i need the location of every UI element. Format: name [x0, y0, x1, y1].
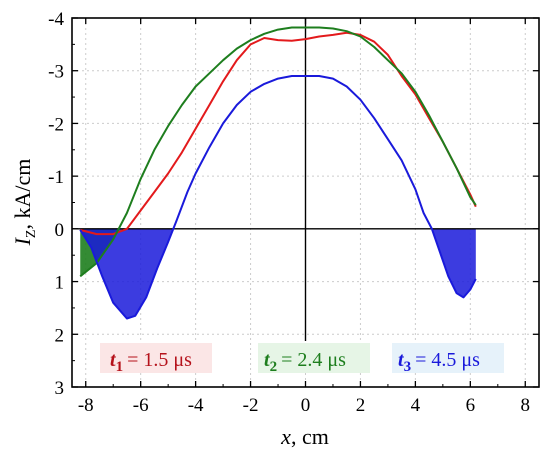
y-tick-label-3: -1 — [48, 167, 64, 188]
x-axis-label: x, cm — [280, 424, 329, 449]
x-tick-label-2: -4 — [188, 395, 204, 416]
y-tick-label-5: 1 — [55, 273, 65, 294]
series-1-line — [79, 31, 477, 236]
legend-3-label: t3 = 4.5 μs — [398, 349, 480, 375]
legend-2-label: t2 = 2.4 μs — [264, 349, 346, 375]
x-tick-label-0: -8 — [78, 395, 94, 416]
legend-2-bg — [258, 343, 370, 373]
x-tick-label-3: -2 — [243, 395, 259, 416]
y-tick-label-0: -4 — [48, 9, 64, 30]
legend-1-bg — [100, 343, 212, 373]
legend-1-label: t1 = 1.5 μs — [110, 349, 192, 375]
x-tick-label-1: -6 — [133, 395, 149, 416]
x-tick-label-6: 4 — [411, 395, 421, 416]
y-tick-label-7: 3 — [55, 378, 65, 399]
series-lines — [79, 26, 477, 320]
y-tick-label-4: 0 — [55, 220, 65, 241]
negative-fills — [80, 228, 476, 319]
ticks — [72, 17, 539, 388]
zero-axes — [72, 18, 539, 341]
legend-3-bg — [392, 343, 504, 373]
y-axis-label: IZ, kA/cm — [10, 159, 39, 247]
series-3-fill-0 — [80, 228, 174, 319]
x-tick-label-5: 2 — [356, 395, 366, 416]
y-tick-label-6: 2 — [55, 325, 65, 346]
x-tick-label-8: 8 — [521, 395, 531, 416]
series-3-line — [79, 75, 477, 320]
series-3-fill-1 — [431, 228, 476, 298]
legend: t1 = 1.5 μs t2 = 2.4 μs t3 = 4.5 μs — [100, 343, 504, 375]
x-tick-label-4: 0 — [301, 395, 311, 416]
tick-labels: -8 -6 -4 -2 0 2 4 6 8 -4 -3 -2 -1 0 1 2 3 — [48, 9, 530, 416]
series-2-line — [79, 26, 477, 278]
y-tick-label-1: -3 — [48, 62, 64, 83]
x-tick-label-7: 6 — [466, 395, 476, 416]
y-tick-label-2: -2 — [48, 114, 64, 135]
